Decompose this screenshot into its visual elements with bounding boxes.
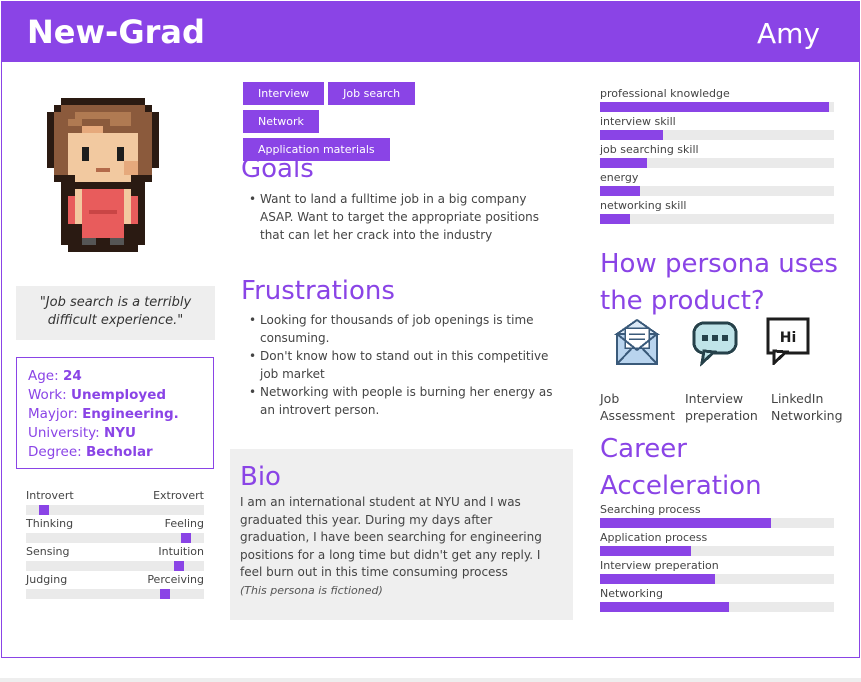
career-track: [600, 518, 834, 528]
tag-job-search[interactable]: Job search: [328, 82, 416, 105]
trait-right-label: Extrovert: [153, 489, 204, 502]
skill-track: [600, 158, 834, 168]
skill-label: networking skill: [600, 199, 687, 212]
skill-networking: networking skill: [600, 199, 834, 224]
trait-left-label: Thinking: [26, 517, 74, 530]
goal-item: Want to land a fulltime job in a big com…: [245, 190, 555, 244]
skill-label: job searching skill: [600, 143, 699, 156]
tag-interview[interactable]: Interview: [243, 82, 325, 105]
persona-quote: "Job search is a terribly difficult expe…: [16, 286, 215, 340]
skill-fill: [600, 214, 631, 224]
header-bar: New-Grad Amy: [1, 1, 860, 62]
career-label: Application process: [600, 531, 708, 544]
trait-left-label: Judging: [26, 573, 68, 586]
career-fill: [600, 518, 771, 528]
skill-professional-knowledge: professional knowledge: [600, 87, 834, 112]
frustration-item: Networking with people is burning her en…: [245, 383, 555, 419]
tag-list: Interview Job search Network Application m…: [243, 82, 493, 166]
avatar: [47, 98, 159, 252]
career-label: Searching process: [600, 503, 701, 516]
uses-heading: How persona uses the product?: [600, 249, 838, 316]
career-fill: [600, 602, 729, 612]
skill-track: [600, 102, 834, 112]
trait-track: [26, 533, 204, 543]
career-application-process: Application process: [600, 531, 834, 556]
goals-list: Want to land a fulltime job in a big com…: [245, 190, 555, 244]
envelope-icon: [614, 318, 660, 365]
career-label: Networking: [600, 587, 663, 600]
use-label-job-assessment: Job Assessment: [600, 391, 675, 423]
trait-scale-sensing: Sensing Intuition: [26, 545, 204, 571]
skill-label: interview skill: [600, 115, 676, 128]
hi-bubble-icon: Hi: [766, 317, 810, 365]
skill-fill: [600, 186, 640, 196]
trait-scale-introvert: Introvert Extrovert: [26, 489, 204, 515]
page-bottom-strip: [0, 678, 861, 682]
info-work: Work: Unemployed: [28, 387, 167, 403]
skill-label: energy: [600, 171, 639, 184]
use-label-linkedin-networking: LinkedIn Networking: [771, 391, 843, 423]
trait-scale-judging: Judging Perceiving: [26, 573, 204, 599]
trait-left-label: Sensing: [26, 545, 70, 558]
goals-heading: Goals: [241, 154, 314, 184]
frustrations-heading: Frustrations: [241, 276, 395, 306]
frustration-item: Don't know how to stand out in this comp…: [245, 347, 555, 383]
info-degree: Degree: Becholar: [28, 444, 153, 460]
tag-application-materials[interactable]: Application materials: [243, 138, 390, 161]
info-age: Age: 24: [28, 368, 82, 384]
bio-disclaimer: (This persona is fictioned): [240, 583, 383, 597]
skill-fill: [600, 102, 830, 112]
frustrations-list: Looking for thousands of job openings is…: [245, 311, 555, 419]
bio-text: I am an international student at NYU and…: [240, 495, 542, 579]
career-track: [600, 574, 834, 584]
persona-name: Amy: [757, 17, 820, 50]
trait-knob: [159, 589, 170, 599]
skill-label: professional knowledge: [600, 87, 730, 100]
trait-knob: [181, 533, 192, 543]
skill-job-searching: job searching skill: [600, 143, 834, 168]
trait-knob: [174, 561, 185, 571]
career-fill: [600, 546, 692, 556]
chat-bubble-icon: [692, 321, 738, 367]
tag-network[interactable]: Network: [243, 110, 319, 133]
trait-track: [26, 561, 204, 571]
trait-track: [26, 589, 204, 599]
trait-right-label: Intuition: [158, 545, 204, 558]
career-fill: [600, 574, 715, 584]
trait-right-label: Feeling: [164, 517, 204, 530]
skill-fill: [600, 130, 664, 140]
skill-energy: energy: [600, 171, 834, 196]
trait-scale-thinking: Thinking Feeling: [26, 517, 204, 543]
career-networking: Networking: [600, 587, 834, 612]
trait-track: [26, 505, 204, 515]
trait-right-label: Perceiving: [147, 573, 204, 586]
career-searching-process: Searching process: [600, 503, 834, 528]
career-track: [600, 546, 834, 556]
skill-track: [600, 214, 834, 224]
career-track: [600, 602, 834, 612]
career-label: Interview preperation: [600, 559, 719, 572]
hi-text: Hi: [780, 330, 797, 346]
career-interview-preparation: Interview preperation: [600, 559, 834, 584]
info-major: Mayjor: Engineering.: [28, 406, 179, 422]
bio-section: Bio I am an international student at NYU…: [230, 449, 573, 620]
skill-interview: interview skill: [600, 115, 834, 140]
career-heading: Career Acceleration: [600, 434, 762, 501]
skill-fill: [600, 158, 647, 168]
frustration-item: Looking for thousands of job openings is…: [245, 311, 555, 347]
use-label-interview-preparation: Interview preperation: [685, 391, 758, 423]
demographics-box: Age: 24 Work: Unemployed Mayjor: Enginee…: [16, 357, 214, 469]
bio-heading: Bio: [240, 462, 281, 492]
page-title: New-Grad: [27, 13, 205, 51]
trait-left-label: Introvert: [26, 489, 74, 502]
info-university: University: NYU: [28, 425, 137, 441]
trait-knob: [38, 505, 49, 515]
skill-track: [600, 130, 834, 140]
skill-track: [600, 186, 834, 196]
